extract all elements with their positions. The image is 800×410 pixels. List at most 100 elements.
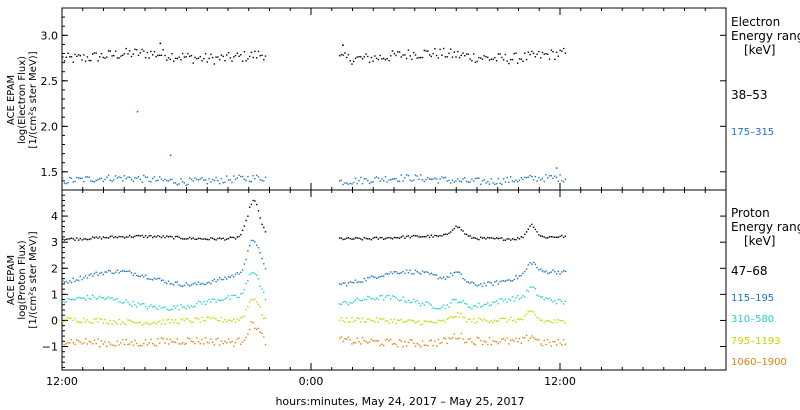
data-point	[134, 235, 136, 237]
data-point	[370, 56, 373, 59]
data-point	[203, 283, 205, 285]
data-point	[169, 309, 171, 311]
electron-plot-frame	[61, 7, 727, 191]
data-point	[152, 54, 154, 56]
data-point	[361, 299, 364, 302]
data-point	[160, 54, 163, 56]
data-point	[501, 280, 503, 282]
data-point	[220, 278, 223, 281]
data-point	[226, 278, 228, 280]
data-point	[365, 53, 367, 55]
data-point	[250, 272, 253, 274]
data-point	[90, 298, 92, 300]
data-point	[252, 322, 254, 324]
data-point	[409, 179, 411, 181]
data-point	[70, 339, 73, 341]
data-point	[435, 308, 438, 310]
data-point	[423, 271, 425, 273]
data-point	[561, 50, 563, 52]
data-point	[564, 52, 567, 54]
data-point	[435, 235, 438, 237]
data-point	[136, 322, 138, 324]
data-point	[206, 238, 208, 241]
data-point	[178, 322, 180, 325]
data-point	[363, 236, 365, 239]
data-point	[540, 57, 542, 59]
data-point-outlier	[159, 42, 162, 45]
data-point	[229, 57, 231, 59]
data-point	[453, 298, 455, 301]
data-point	[446, 233, 448, 236]
data-point	[249, 55, 251, 58]
data-point	[92, 236, 94, 238]
data-point	[129, 343, 131, 345]
data-point	[211, 178, 214, 181]
proton-data-points	[62, 199, 567, 348]
data-point	[541, 345, 544, 347]
data-point	[344, 238, 346, 240]
data-point	[215, 338, 217, 341]
data-point	[474, 284, 477, 286]
data-point	[425, 271, 427, 273]
data-point	[259, 285, 261, 287]
data-point	[74, 53, 76, 56]
data-point	[233, 294, 235, 297]
data-point	[197, 341, 200, 343]
data-point	[520, 342, 522, 345]
data-point	[513, 278, 515, 281]
data-point	[65, 318, 67, 321]
data-point	[383, 180, 385, 182]
data-point	[511, 320, 514, 322]
data-point	[536, 231, 538, 233]
data-point	[104, 57, 106, 59]
data-point	[160, 323, 163, 325]
data-point	[174, 281, 177, 283]
data-point	[548, 272, 551, 274]
data-point	[414, 322, 417, 324]
data-point	[263, 226, 265, 229]
data-point	[402, 54, 404, 56]
data-point	[90, 341, 92, 343]
data-point-outlier	[136, 110, 139, 113]
data-point	[370, 298, 373, 300]
data-point	[478, 177, 480, 179]
data-point	[485, 182, 487, 184]
data-point	[494, 183, 496, 185]
data-point	[346, 302, 348, 304]
data-point	[254, 200, 256, 202]
electron-ylabel-line2: log(Electron Flux)	[17, 56, 28, 144]
data-point	[462, 178, 464, 180]
data-point	[224, 239, 226, 241]
data-point	[169, 58, 171, 61]
data-point	[460, 54, 462, 56]
data-point	[504, 339, 507, 341]
data-point	[502, 239, 505, 241]
data-point	[409, 269, 411, 271]
data-point	[481, 58, 484, 60]
data-point	[174, 307, 177, 309]
data-point	[231, 181, 233, 184]
data-point	[418, 178, 420, 180]
data-point	[114, 345, 117, 347]
data-point	[532, 286, 535, 288]
data-point	[541, 177, 544, 180]
data-point	[72, 238, 74, 240]
data-point	[439, 308, 441, 310]
data-point	[547, 319, 549, 322]
data-point	[143, 50, 145, 52]
data-point	[370, 338, 373, 341]
data-point	[130, 272, 133, 274]
data-point	[404, 321, 406, 323]
data-point	[407, 175, 410, 177]
data-point	[481, 237, 484, 239]
data-point	[460, 332, 462, 335]
data-point	[448, 52, 450, 54]
data-point	[494, 319, 496, 321]
data-point	[208, 316, 210, 319]
data-point	[137, 176, 140, 178]
data-point	[90, 180, 92, 182]
data-point	[143, 236, 145, 238]
data-point	[386, 57, 388, 60]
data-point	[356, 297, 358, 299]
data-point	[397, 346, 399, 348]
